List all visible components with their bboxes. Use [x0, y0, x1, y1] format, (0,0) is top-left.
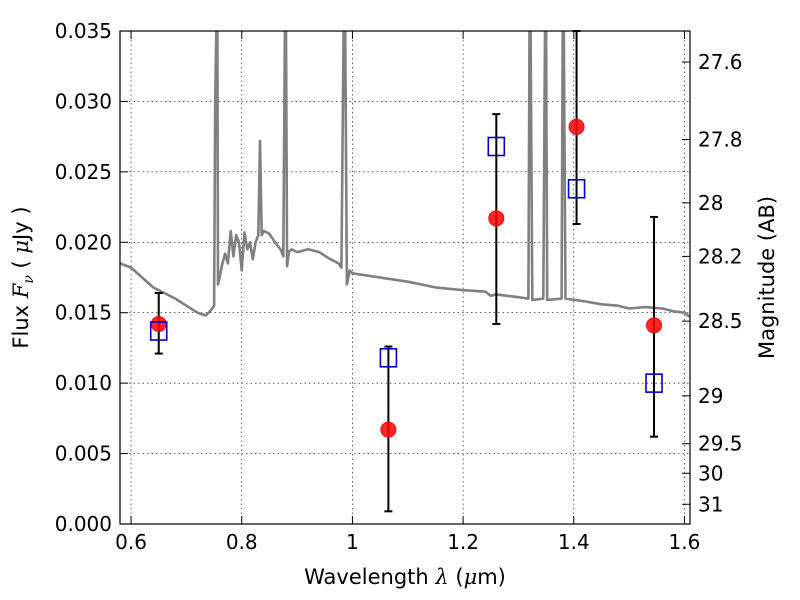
y-tick-label: 0.000 [55, 512, 112, 536]
y2-tick-label: 28.2 [698, 244, 743, 268]
observed-point [568, 118, 585, 135]
spectrum-line [120, 31, 690, 318]
observed-point [380, 421, 397, 438]
x-tick-label: 1.6 [669, 530, 701, 554]
plot-frame [119, 30, 691, 525]
error-bars [154, 30, 659, 513]
observed-points [150, 118, 663, 438]
y2-tick-label: 28 [698, 191, 723, 215]
y-tick-label: 0.015 [55, 301, 112, 325]
y2-tick-label: 27.6 [698, 50, 743, 74]
y-axis-label: Flux Fν ( μJy ) [9, 206, 37, 348]
y-tick-label: 0.010 [55, 371, 112, 395]
y2-tick-label: 31 [698, 492, 723, 516]
x-tick-label: 1 [346, 530, 359, 554]
x-tick-label: 1.4 [558, 530, 590, 554]
observed-point [150, 315, 167, 332]
grid [120, 30, 690, 525]
x-tick-label: 0.8 [226, 530, 258, 554]
y2-tick-label: 27.8 [698, 127, 743, 151]
observed-point [646, 317, 663, 334]
y-tick-label: 0.005 [55, 442, 112, 466]
y2-axis-label: Magnitude (AB) [755, 196, 779, 359]
y-tick-label: 0.020 [55, 230, 112, 254]
y-tick-label: 0.025 [55, 160, 112, 184]
ticks [120, 30, 690, 525]
model-point [567, 178, 586, 199]
model-point [645, 373, 663, 393]
x-tick-label: 1.2 [447, 530, 479, 554]
y2-tick-label: 30 [698, 461, 723, 485]
y2-tick-label: 28.5 [698, 309, 743, 333]
spectrum-layer [120, 31, 690, 318]
y2-tick-label: 29 [698, 384, 723, 408]
model-band-points [149, 136, 663, 393]
x-tick-label: 0.6 [115, 530, 147, 554]
y2-tick-label: 29.5 [698, 432, 743, 456]
model-point [379, 347, 398, 368]
observed-point [488, 210, 505, 227]
x-axis-label: Wavelength λ (μm) [304, 565, 506, 589]
model-point [487, 136, 506, 157]
y-tick-label: 0.030 [55, 89, 112, 113]
y-tick-label: 0.035 [55, 19, 112, 43]
model-point [149, 321, 168, 341]
tick-labels: 0.6 0.8 1 1.2 1.4 1.6 0.000 0.005 0.010 0.015 0.02… [55, 19, 743, 554]
